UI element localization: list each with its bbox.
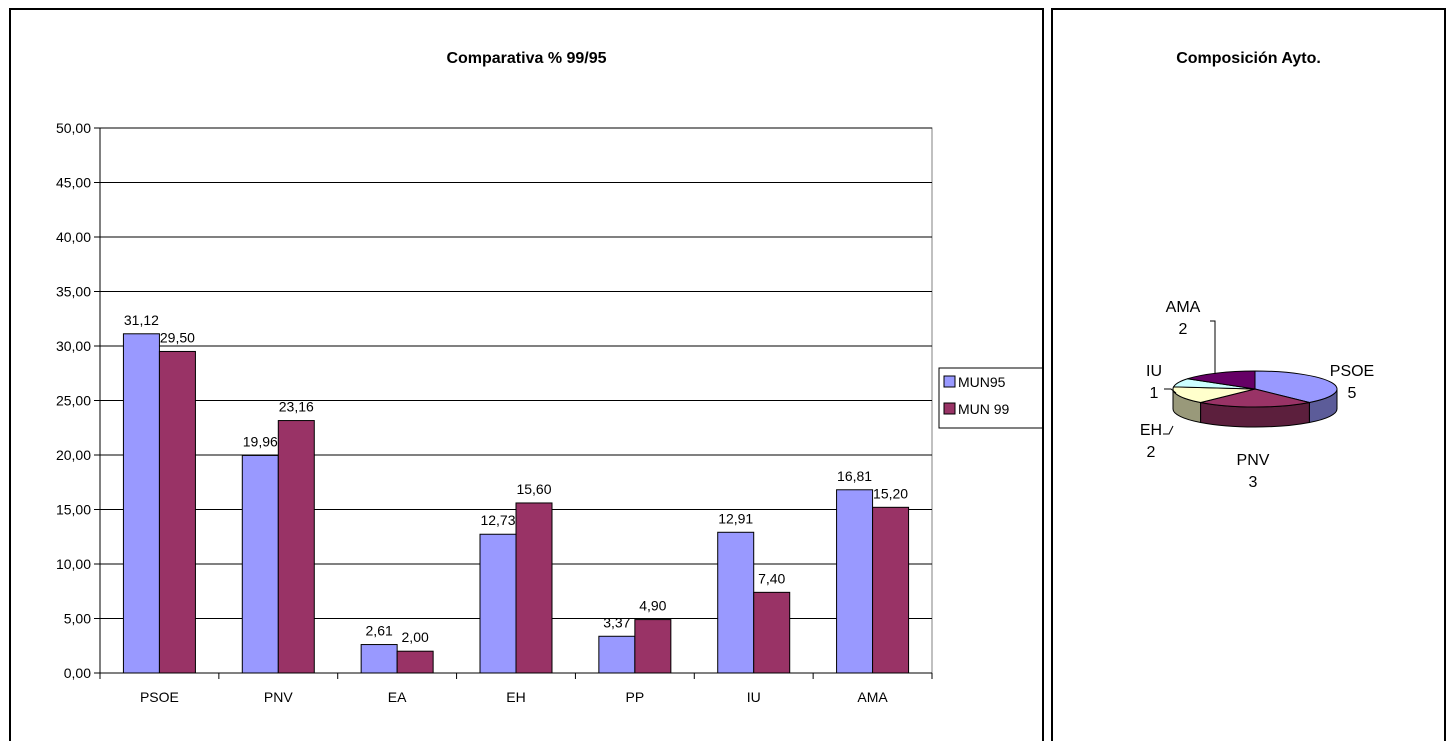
bar <box>241 454 279 674</box>
y-tick-label: 50,00 <box>56 120 91 136</box>
pie-label-name: PSOE <box>1330 363 1374 380</box>
data-label: 15,60 <box>516 481 551 497</box>
data-label: 15,20 <box>873 485 908 501</box>
leader-line <box>1164 388 1177 394</box>
legend-swatch <box>943 402 956 415</box>
data-label: 2,61 <box>366 623 393 639</box>
pie-chart: PSOE 5 PNV 3 EH 2 IU 1 AMA 2 <box>1140 299 1374 491</box>
pie-label-value: 5 <box>1348 385 1357 402</box>
legend-swatch <box>943 375 956 388</box>
bar <box>360 644 398 674</box>
pie-label-name: PNV <box>1237 452 1270 469</box>
pie-label-value: 3 <box>1249 474 1258 491</box>
legend-label: MUN95 <box>958 374 1006 390</box>
leader-line <box>1210 320 1216 374</box>
data-label: 3,37 <box>603 614 630 630</box>
pie-chart-panel: Composición Ayto. PSOE 5 PNV 3 EH 2 IU 1 AMA 2 <box>1051 8 1446 741</box>
bar-chart-title: Comparativa % 99/95 <box>446 50 607 67</box>
bar <box>277 420 315 674</box>
y-tick-label: 20,00 <box>56 447 91 463</box>
bar-chart: 0,00 5,00 10,00 15,00 20,00 25,00 30,00 35,00 40… <box>56 120 1042 705</box>
pie-label-name: IU <box>1146 363 1162 380</box>
y-tick-label: 45,00 <box>56 175 91 191</box>
y-tick-label: 35,00 <box>56 284 91 300</box>
pie-label-value: 2 <box>1147 444 1156 461</box>
pie-label-value: 1 <box>1150 385 1159 402</box>
y-tick-label: 0,00 <box>64 665 91 681</box>
bar <box>753 591 791 674</box>
y-tick-label: 40,00 <box>56 229 91 245</box>
data-label: 16,81 <box>837 468 872 484</box>
legend-label: MUN 99 <box>958 401 1010 417</box>
y-tick-label: 15,00 <box>56 502 91 518</box>
y-tick-label: 5,00 <box>64 611 91 627</box>
bar <box>479 533 517 674</box>
pie-slice <box>1254 370 1338 403</box>
bar-chart-panel: Comparativa % 99/95 0,00 5,00 10,00 15,00 20… <box>9 8 1044 741</box>
data-label: 12,91 <box>718 510 753 526</box>
x-tick-label: EH <box>506 689 525 705</box>
data-label: 19,96 <box>243 433 278 449</box>
bar <box>836 489 874 674</box>
pie-label-name: EH <box>1140 422 1162 439</box>
leader-line <box>1163 425 1174 435</box>
pie-slice <box>1200 388 1310 408</box>
bar <box>515 502 553 674</box>
data-label: 12,73 <box>480 512 515 528</box>
bar <box>634 619 672 674</box>
pie-slice <box>1172 386 1256 403</box>
data-label: 31,12 <box>124 312 159 328</box>
data-label: 23,16 <box>279 399 314 415</box>
bar <box>872 506 910 674</box>
bar <box>396 650 434 674</box>
x-tick-label: EA <box>388 689 407 705</box>
pie-label-name: AMA <box>1166 299 1201 316</box>
bar <box>598 635 636 674</box>
legend: MUN95 MUN 99 <box>938 367 1042 429</box>
data-label: 7,40 <box>758 570 785 586</box>
pie-chart-title: Composición Ayto. <box>1176 50 1321 67</box>
legend-box <box>938 367 1042 429</box>
bar <box>158 350 196 674</box>
pie-label-value: 2 <box>1179 321 1188 338</box>
bar <box>717 531 755 674</box>
y-tick-label: 25,00 <box>56 393 91 409</box>
pie-slice <box>1187 370 1256 390</box>
bar <box>122 333 160 674</box>
x-tick-label: IU <box>747 689 761 705</box>
x-tick-label: PSOE <box>140 689 179 705</box>
data-label: 29,50 <box>160 329 195 345</box>
x-tick-label: AMA <box>857 689 888 705</box>
y-tick-label: 10,00 <box>56 556 91 572</box>
y-tick-label: 30,00 <box>56 338 91 354</box>
x-tick-label: PP <box>626 689 645 705</box>
x-tick-label: PNV <box>264 689 293 705</box>
data-label: 4,90 <box>639 598 666 614</box>
data-label: 2,00 <box>402 629 429 645</box>
